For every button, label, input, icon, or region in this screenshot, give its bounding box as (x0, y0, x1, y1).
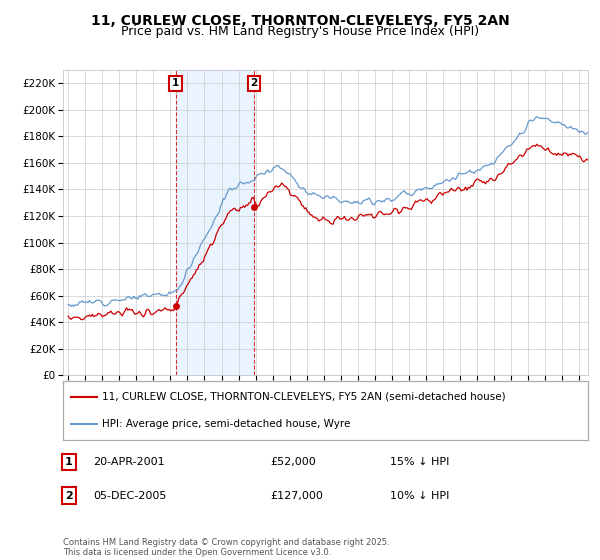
Text: 1: 1 (172, 78, 179, 88)
Text: £127,000: £127,000 (270, 491, 323, 501)
Text: 05-DEC-2005: 05-DEC-2005 (93, 491, 166, 501)
Text: 10% ↓ HPI: 10% ↓ HPI (390, 491, 449, 501)
Text: HPI: Average price, semi-detached house, Wyre: HPI: Average price, semi-detached house,… (103, 419, 351, 429)
Text: 2: 2 (65, 491, 73, 501)
Text: £52,000: £52,000 (270, 457, 316, 467)
Bar (176, 70, 254, 375)
Text: 20-APR-2001: 20-APR-2001 (93, 457, 164, 467)
Text: 2: 2 (251, 78, 258, 88)
Text: 15% ↓ HPI: 15% ↓ HPI (390, 457, 449, 467)
Text: Price paid vs. HM Land Registry's House Price Index (HPI): Price paid vs. HM Land Registry's House … (121, 25, 479, 38)
Text: 11, CURLEW CLOSE, THORNTON-CLEVELEYS, FY5 2AN (semi-detached house): 11, CURLEW CLOSE, THORNTON-CLEVELEYS, FY… (103, 391, 506, 402)
Text: 11, CURLEW CLOSE, THORNTON-CLEVELEYS, FY5 2AN: 11, CURLEW CLOSE, THORNTON-CLEVELEYS, FY… (91, 14, 509, 28)
Text: Contains HM Land Registry data © Crown copyright and database right 2025.
This d: Contains HM Land Registry data © Crown c… (63, 538, 389, 557)
Text: 1: 1 (65, 457, 73, 467)
